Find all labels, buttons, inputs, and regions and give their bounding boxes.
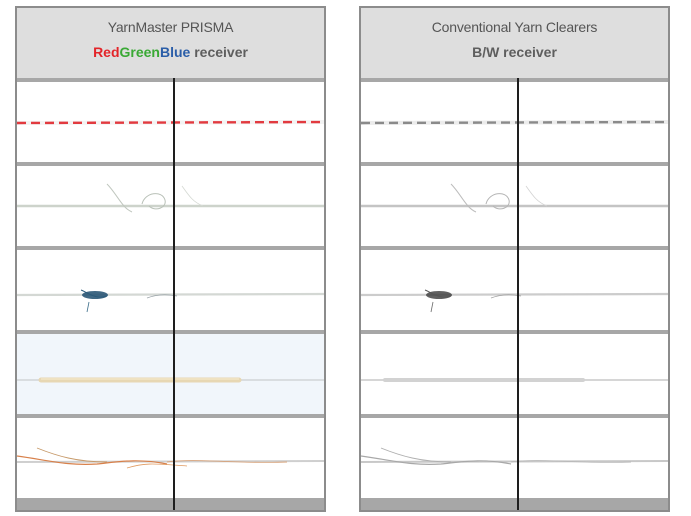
conventional-subtitle: B/W receiver: [472, 44, 557, 60]
strip-loop-yarn-color: [17, 166, 324, 246]
subtitle-green: Green: [119, 44, 160, 60]
strip-red-yarn-bw: [361, 82, 668, 162]
strip-orange-fiber-color: [17, 418, 324, 498]
subtitle-receiver: receiver: [190, 44, 248, 60]
strip-loop-yarn-bw: [361, 166, 668, 246]
strip-red-yarn-color: [17, 82, 324, 162]
strip-blue-fiber-color: [17, 250, 324, 330]
conventional-title: Conventional Yarn Clearers: [431, 19, 598, 35]
prisma-header: YarnMaster PRISMA RedGreenBlue receiver: [17, 8, 324, 78]
measuring-head-line: [173, 78, 175, 510]
strip-cream-section-bw: [361, 334, 668, 414]
strip-blue-fiber-bw: [361, 250, 668, 330]
measuring-head-line: [517, 78, 519, 510]
conventional-header: Conventional Yarn Clearers B/W receiver: [361, 8, 668, 78]
conventional-panel: Conventional Yarn Clearers B/W receiver: [359, 6, 670, 512]
prisma-title: YarnMaster PRISMA: [107, 19, 234, 35]
strip-cream-section-color: [17, 334, 324, 414]
strip-orange-fiber-bw: [361, 418, 668, 498]
prisma-panel: YarnMaster PRISMA RedGreenBlue receiver: [15, 6, 326, 512]
prisma-subtitle: RedGreenBlue receiver: [17, 44, 324, 60]
subtitle-blue: Blue: [159, 44, 191, 60]
subtitle-red: Red: [93, 44, 120, 60]
